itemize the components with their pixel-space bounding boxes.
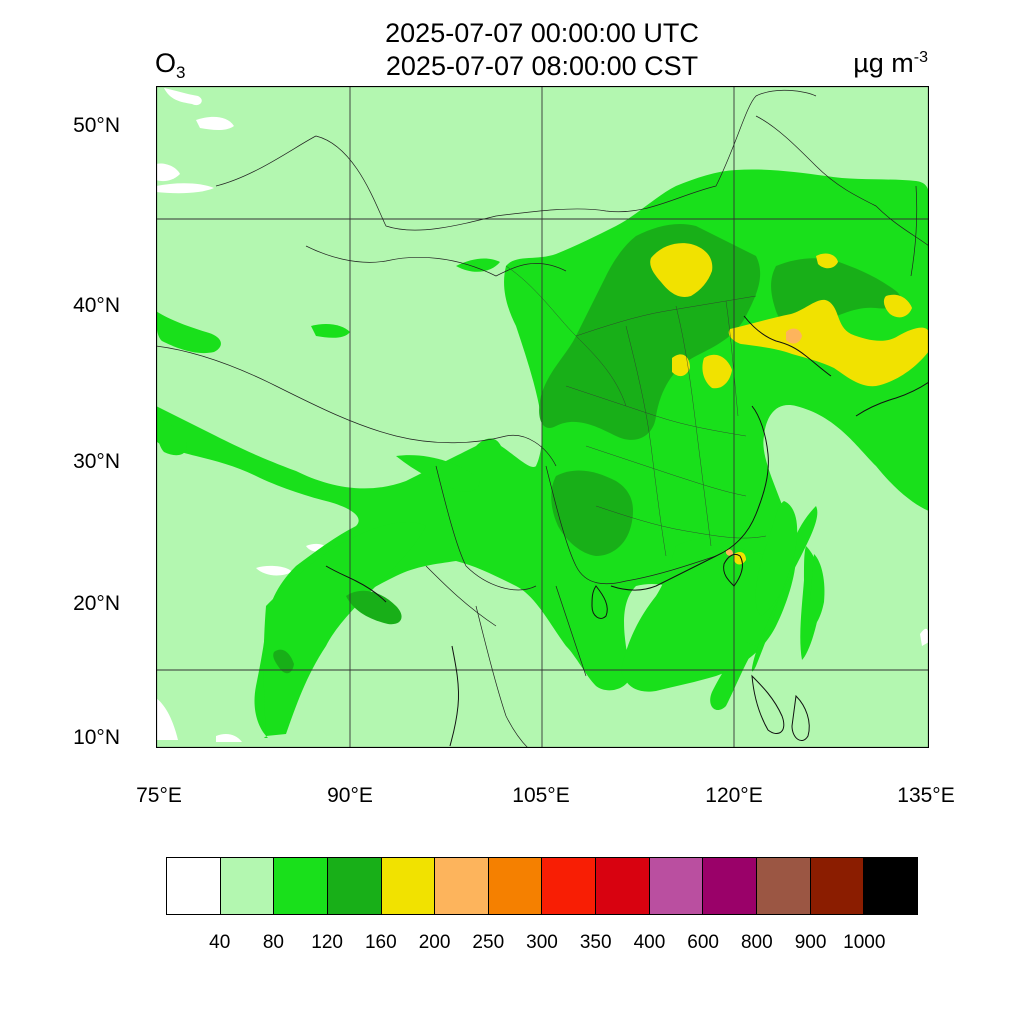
colorbar-tick-label: 600 — [687, 932, 719, 953]
colorbar-tick-label: 300 — [526, 932, 558, 953]
graticule — [156, 86, 929, 748]
country-boundaries — [155, 89, 930, 749]
colorbar-swatch — [649, 858, 704, 914]
colorbar-tick-label: 400 — [633, 932, 666, 953]
lat-label-10: 10°N — [73, 726, 120, 749]
colorbar-swatch — [703, 858, 758, 914]
lat-label-50: 50°N — [73, 114, 120, 137]
colorbar-tick-label: 350 — [579, 932, 612, 953]
lat-label-30: 30°N — [73, 450, 120, 473]
colorbar-swatch — [435, 858, 489, 914]
units-label: µg m-3 — [853, 48, 928, 78]
colorbar-tick-label: 200 — [418, 932, 451, 953]
colorbar-swatch — [167, 858, 221, 914]
colorbar-tick-label: 1000 — [843, 932, 886, 953]
colorbar-swatch — [220, 858, 275, 914]
colorbar-swatch — [488, 858, 543, 914]
colorbar-tick-label: 120 — [311, 932, 343, 953]
colorbar-swatch — [864, 858, 917, 914]
colorbar-tick-label: 40 — [209, 932, 231, 953]
colorbar-swatch — [542, 858, 597, 914]
lon-label-105: 105°E — [512, 784, 570, 807]
map-border — [155, 85, 930, 749]
colorbar-tick-label: 80 — [262, 932, 284, 953]
colorbar-swatch — [327, 858, 382, 914]
colorbar-swatch — [757, 858, 811, 914]
coastline — [325, 315, 930, 747]
colorbar-swatch — [274, 858, 328, 914]
level-160-200-fill — [650, 243, 929, 565]
lat-label-20: 20°N — [73, 592, 120, 615]
lon-label-90: 90°E — [327, 784, 373, 807]
colorbar-tick-label: 250 — [472, 932, 505, 953]
title-utc: 2025-07-07 00:00:00 UTC — [385, 18, 699, 48]
ozone-map — [155, 85, 930, 749]
species-label: O3 — [155, 48, 186, 82]
lat-label-40: 40°N — [73, 294, 120, 317]
colorbar-swatch — [810, 858, 865, 914]
title-local-time: 2025-07-07 08:00:00 CST — [385, 51, 699, 81]
colorbar-tick-label: 900 — [794, 932, 827, 953]
level-200-250-fill — [726, 328, 802, 556]
lon-label-120: 120°E — [705, 784, 763, 807]
colorbar — [166, 857, 918, 915]
lon-label-75: 75°E — [136, 784, 182, 807]
colorbar-tick-label: 160 — [364, 932, 397, 953]
colorbar-swatch — [596, 858, 650, 914]
admin-boundaries — [505, 265, 767, 557]
lon-label-135: 135°E — [897, 784, 955, 807]
colorbar-swatch — [381, 858, 436, 914]
colorbar-tick-label: 800 — [740, 932, 773, 953]
